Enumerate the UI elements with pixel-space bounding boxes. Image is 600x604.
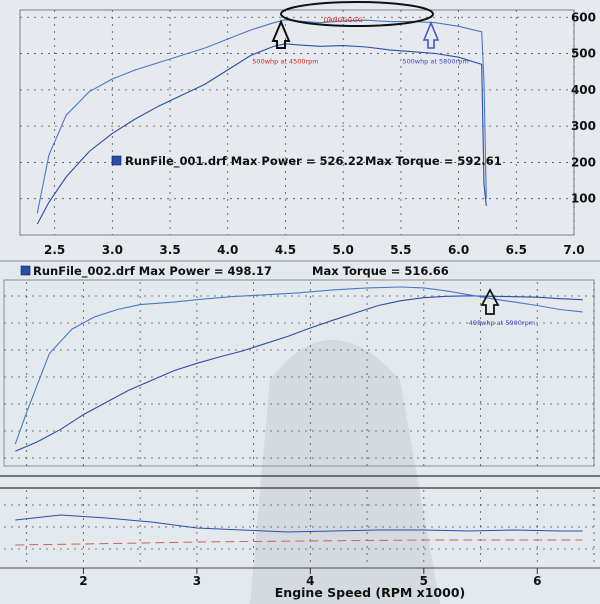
chart-2-afr-line xyxy=(15,514,583,533)
chart-1-x-tick-label: 7.0 xyxy=(563,243,584,257)
chart-1-x-ticks: 2.5 3.0 3.5 4.0 4.5 5.0 5.5 6.0 6.5 7.0 xyxy=(44,243,585,257)
chart-1-x-tick-label: 2.5 xyxy=(44,243,65,257)
chart-2-x-tick-label: 5 xyxy=(420,574,428,588)
chart-1-x-tick-label: 4.0 xyxy=(217,243,238,257)
chart-1-y-tick-label: 400 xyxy=(571,83,596,97)
chart-1-y-ticks: 100 200 300 400 500 600 xyxy=(571,10,596,205)
chart-2-series-line-2 xyxy=(14,286,583,445)
chart-2-annotations: 498whp at 5900rpm xyxy=(469,319,535,327)
chart-1-x-tick-label: 5.5 xyxy=(390,243,411,257)
chart-2-x-ticks: 2 3 4 5 6 xyxy=(79,568,541,588)
chart-2-series-group xyxy=(14,286,583,546)
chart-1-annotation-label: 500whp at 5800rpm xyxy=(402,58,468,66)
chart-2-x-tick-label: 2 xyxy=(79,574,87,588)
chart-2-annotation-label: 498whp at 5900rpm xyxy=(469,319,535,327)
chart-1-background xyxy=(0,0,600,262)
chart-1-y-tick-label: 500 xyxy=(571,47,596,61)
chart-1-x-tick-label: 3.0 xyxy=(102,243,123,257)
chart-2-photo-shadow xyxy=(250,340,440,604)
chart-1-x-tick-label: 3.5 xyxy=(159,243,180,257)
chart-2-x-tick-label: 6 xyxy=(533,574,541,588)
chart-2-legend-label: RunFile_002.drf Max Power = 498.17 xyxy=(33,264,272,279)
chart-2-x-tick-label: 3 xyxy=(193,574,201,588)
chart-1-annotations: 500whp at 4500rpm DANGGGGG 500whp at 5800r… xyxy=(252,16,468,65)
chart-1-x-tick-label: 6.0 xyxy=(448,243,469,257)
chart-1-annotation-label: DANGGGGG xyxy=(323,16,362,24)
image-divider xyxy=(0,260,600,262)
chart-1-arrow-blue xyxy=(422,20,440,49)
chart-1-series-line-2 xyxy=(36,19,487,214)
chart-1: 500whp at 4500rpm DANGGGGG 500whp at 5800r… xyxy=(0,0,600,262)
chart-1-y-tick-label: 100 xyxy=(571,192,596,206)
chart-1-legend-label: RunFile_001.drf Max Power = 526.22 xyxy=(125,154,364,169)
chart-2-arrow xyxy=(480,288,500,315)
chart-1-annotation-label: 500whp at 4500rpm xyxy=(252,58,318,66)
chart-1-y-tick-label: 200 xyxy=(571,155,596,169)
chart-2: 498whp at 5900rpm RunFile_002.drf Max Po… xyxy=(0,262,600,604)
chart-2-legend-torque: Max Torque = 516.66 xyxy=(312,264,449,278)
chart-2-afr-target-line xyxy=(15,539,583,546)
chart-1-y-tick-label: 600 xyxy=(571,10,596,24)
chart-1-y-tick-label: 300 xyxy=(571,119,596,133)
chart-2-series-line-1 xyxy=(15,295,583,452)
chart-1-highlight-ellipse xyxy=(280,1,434,27)
chart-2-legend-swatch xyxy=(20,265,31,276)
chart-1-legend-swatch xyxy=(111,155,122,166)
chart-1-x-tick-label: 6.5 xyxy=(506,243,527,257)
chart-1-legend-torque: Max Torque = 592.61 xyxy=(365,154,502,168)
chart-1-x-tick-label: 4.5 xyxy=(275,243,296,257)
chart-1-arrow-black xyxy=(271,19,291,49)
chart-2-x-tick-label: 4 xyxy=(306,574,314,588)
chart-2-x-axis-title: Engine Speed (RPM x1000) xyxy=(275,585,465,600)
chart-1-x-tick-label: 5.0 xyxy=(333,243,354,257)
